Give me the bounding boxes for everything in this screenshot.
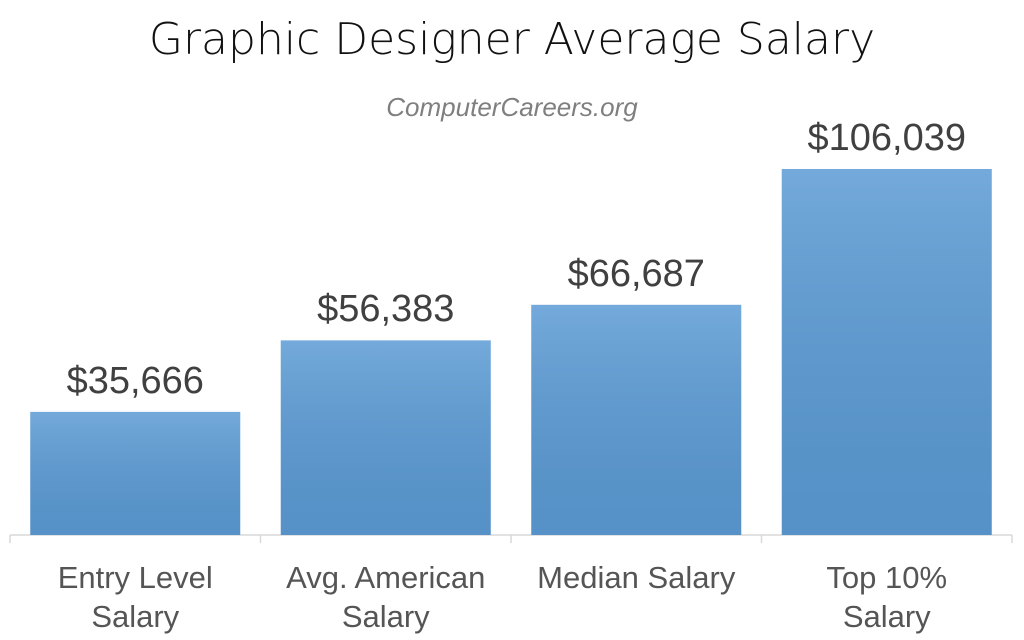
x-tick-label: Median Salary — [537, 560, 736, 595]
value-label: $106,039 — [807, 117, 967, 159]
value-label: $56,383 — [317, 288, 455, 331]
bar-shade — [781, 169, 992, 535]
chart-subtitle: ComputerCareers.org — [386, 92, 638, 122]
x-tick-label: Entry Level Salary — [57, 560, 213, 634]
bar-shade — [30, 411, 241, 535]
x-tick-label: Avg. American Salary — [286, 560, 486, 634]
bar-shade — [531, 304, 742, 535]
x-tick-label: Top 10% Salary — [826, 560, 948, 634]
value-label: $66,687 — [567, 252, 705, 295]
chart-title: Graphic Designer Average Salary — [148, 14, 876, 65]
value-label: $35,666 — [66, 359, 204, 402]
bar-shade — [280, 340, 491, 535]
